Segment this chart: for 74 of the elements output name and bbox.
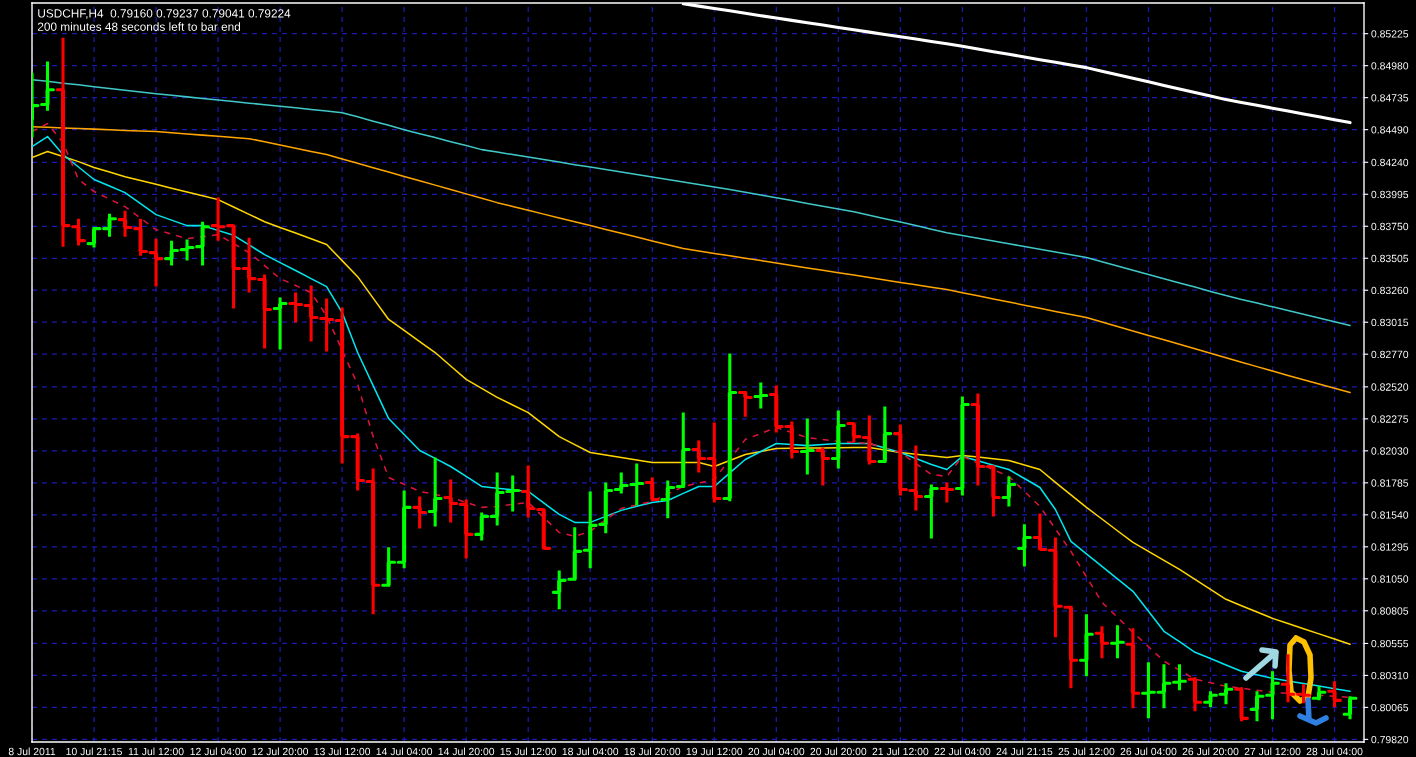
y-tick-label: 0.80555 bbox=[1371, 639, 1409, 648]
candlestick bbox=[427, 455, 443, 528]
x-tick-label: 18 Jul 04:00 bbox=[562, 747, 619, 756]
line-series bbox=[32, 125, 1351, 394]
x-tick-label: 10 Jul 21:15 bbox=[66, 747, 122, 756]
x-tick-label: 14 Jul 20:00 bbox=[438, 747, 495, 756]
x-tick-label: 19 Jul 12:00 bbox=[686, 747, 743, 756]
y-tick-label: 0.82520 bbox=[1371, 383, 1409, 391]
x-tick-label: 24 Jul 21:15 bbox=[996, 747, 1053, 756]
y-tick-label: 0.81295 bbox=[1371, 543, 1409, 551]
x-tick-label: 28 Jul 04:00 bbox=[1306, 747, 1363, 756]
candlestick bbox=[815, 445, 831, 487]
x-tick-label: 20 Jul 20:00 bbox=[810, 747, 867, 756]
y-tick-label: 0.82770 bbox=[1371, 350, 1409, 359]
y-tick-label: 0.82030 bbox=[1371, 447, 1409, 455]
y-tick-label: 0.80805 bbox=[1371, 607, 1409, 615]
candlestick bbox=[1187, 675, 1203, 713]
candlestick bbox=[799, 416, 815, 476]
y-tick-label: 0.81540 bbox=[1371, 511, 1409, 519]
x-tick-label: 11 Jul 12:00 bbox=[128, 747, 184, 756]
candlestick bbox=[1016, 522, 1032, 568]
x-tick-label: 26 Jul 04:00 bbox=[1120, 747, 1177, 756]
x-tick-label: 20 Jul 04:00 bbox=[748, 747, 805, 756]
candlestick bbox=[830, 408, 846, 470]
x-tick-label: 15 Jul 12:00 bbox=[500, 747, 557, 756]
candlestick bbox=[272, 296, 288, 352]
x-tick-label: 22 Jul 04:00 bbox=[934, 747, 991, 756]
y-tick-label: 0.84735 bbox=[1371, 94, 1409, 102]
y-tick-label: 0.83505 bbox=[1371, 254, 1409, 263]
x-tick-label: 26 Jul 20:00 bbox=[1182, 747, 1239, 756]
y-tick-label: 0.81785 bbox=[1371, 479, 1409, 487]
candlestick bbox=[644, 475, 660, 503]
candlestick bbox=[1311, 684, 1327, 702]
candlestick bbox=[954, 394, 970, 498]
candlestick bbox=[1001, 474, 1017, 508]
x-tick-label: 12 Jul 20:00 bbox=[252, 747, 309, 756]
candlestick bbox=[737, 390, 753, 419]
y-tick-label: 0.84240 bbox=[1371, 158, 1409, 167]
candlestick bbox=[1125, 626, 1141, 710]
x-tick-label: 25 Jul 12:00 bbox=[1058, 747, 1115, 756]
candlestick bbox=[939, 480, 955, 504]
candlestick bbox=[753, 380, 769, 411]
x-tick-label: 14 Jul 04:00 bbox=[376, 747, 433, 756]
chart-title: USDCHF,H4 0.79160 0.79237 0.79041 0.79224 bbox=[38, 9, 291, 19]
line-series bbox=[32, 78, 1351, 327]
y-tick-label: 0.80310 bbox=[1371, 671, 1409, 680]
y-tick-label: 0.79820 bbox=[1371, 735, 1409, 744]
x-tick-label: 13 Jul 12:00 bbox=[314, 747, 371, 756]
candlestick bbox=[1079, 612, 1094, 678]
candlestick bbox=[1327, 679, 1342, 709]
y-tick-label: 0.84490 bbox=[1371, 126, 1409, 134]
x-tick-label: 12 Jul 04:00 bbox=[190, 747, 247, 756]
y-tick-label: 0.83260 bbox=[1371, 286, 1409, 295]
x-tick-label: 8 Jul 2011 bbox=[8, 747, 56, 756]
y-tick-label: 0.83015 bbox=[1371, 318, 1409, 327]
text: 200 minutes 48 seconds left to bar end bbox=[37, 22, 241, 31]
candlestick bbox=[923, 483, 939, 540]
candlestick bbox=[722, 352, 738, 503]
candlestick bbox=[1094, 624, 1110, 660]
candlestick bbox=[1234, 685, 1249, 723]
y-tick-label: 0.83750 bbox=[1371, 222, 1409, 231]
y-tick-label: 0.82275 bbox=[1371, 415, 1409, 423]
y-tick-label: 0.85225 bbox=[1371, 30, 1409, 38]
y-tick-label: 0.84980 bbox=[1371, 62, 1409, 70]
candlestick bbox=[1342, 694, 1358, 721]
x-tick-label: 21 Jul 12:00 bbox=[872, 747, 929, 756]
y-tick-label: 0.81050 bbox=[1371, 575, 1409, 583]
candlestick bbox=[1110, 623, 1125, 660]
candlestick bbox=[877, 405, 893, 464]
x-tick-label: 27 Jul 12:00 bbox=[1244, 747, 1301, 756]
y-tick-label: 0.83995 bbox=[1371, 190, 1409, 199]
x-tick-label: 18 Jul 20:00 bbox=[624, 747, 681, 756]
candlestick bbox=[412, 495, 428, 530]
y-tick-label: 0.80065 bbox=[1371, 703, 1409, 712]
